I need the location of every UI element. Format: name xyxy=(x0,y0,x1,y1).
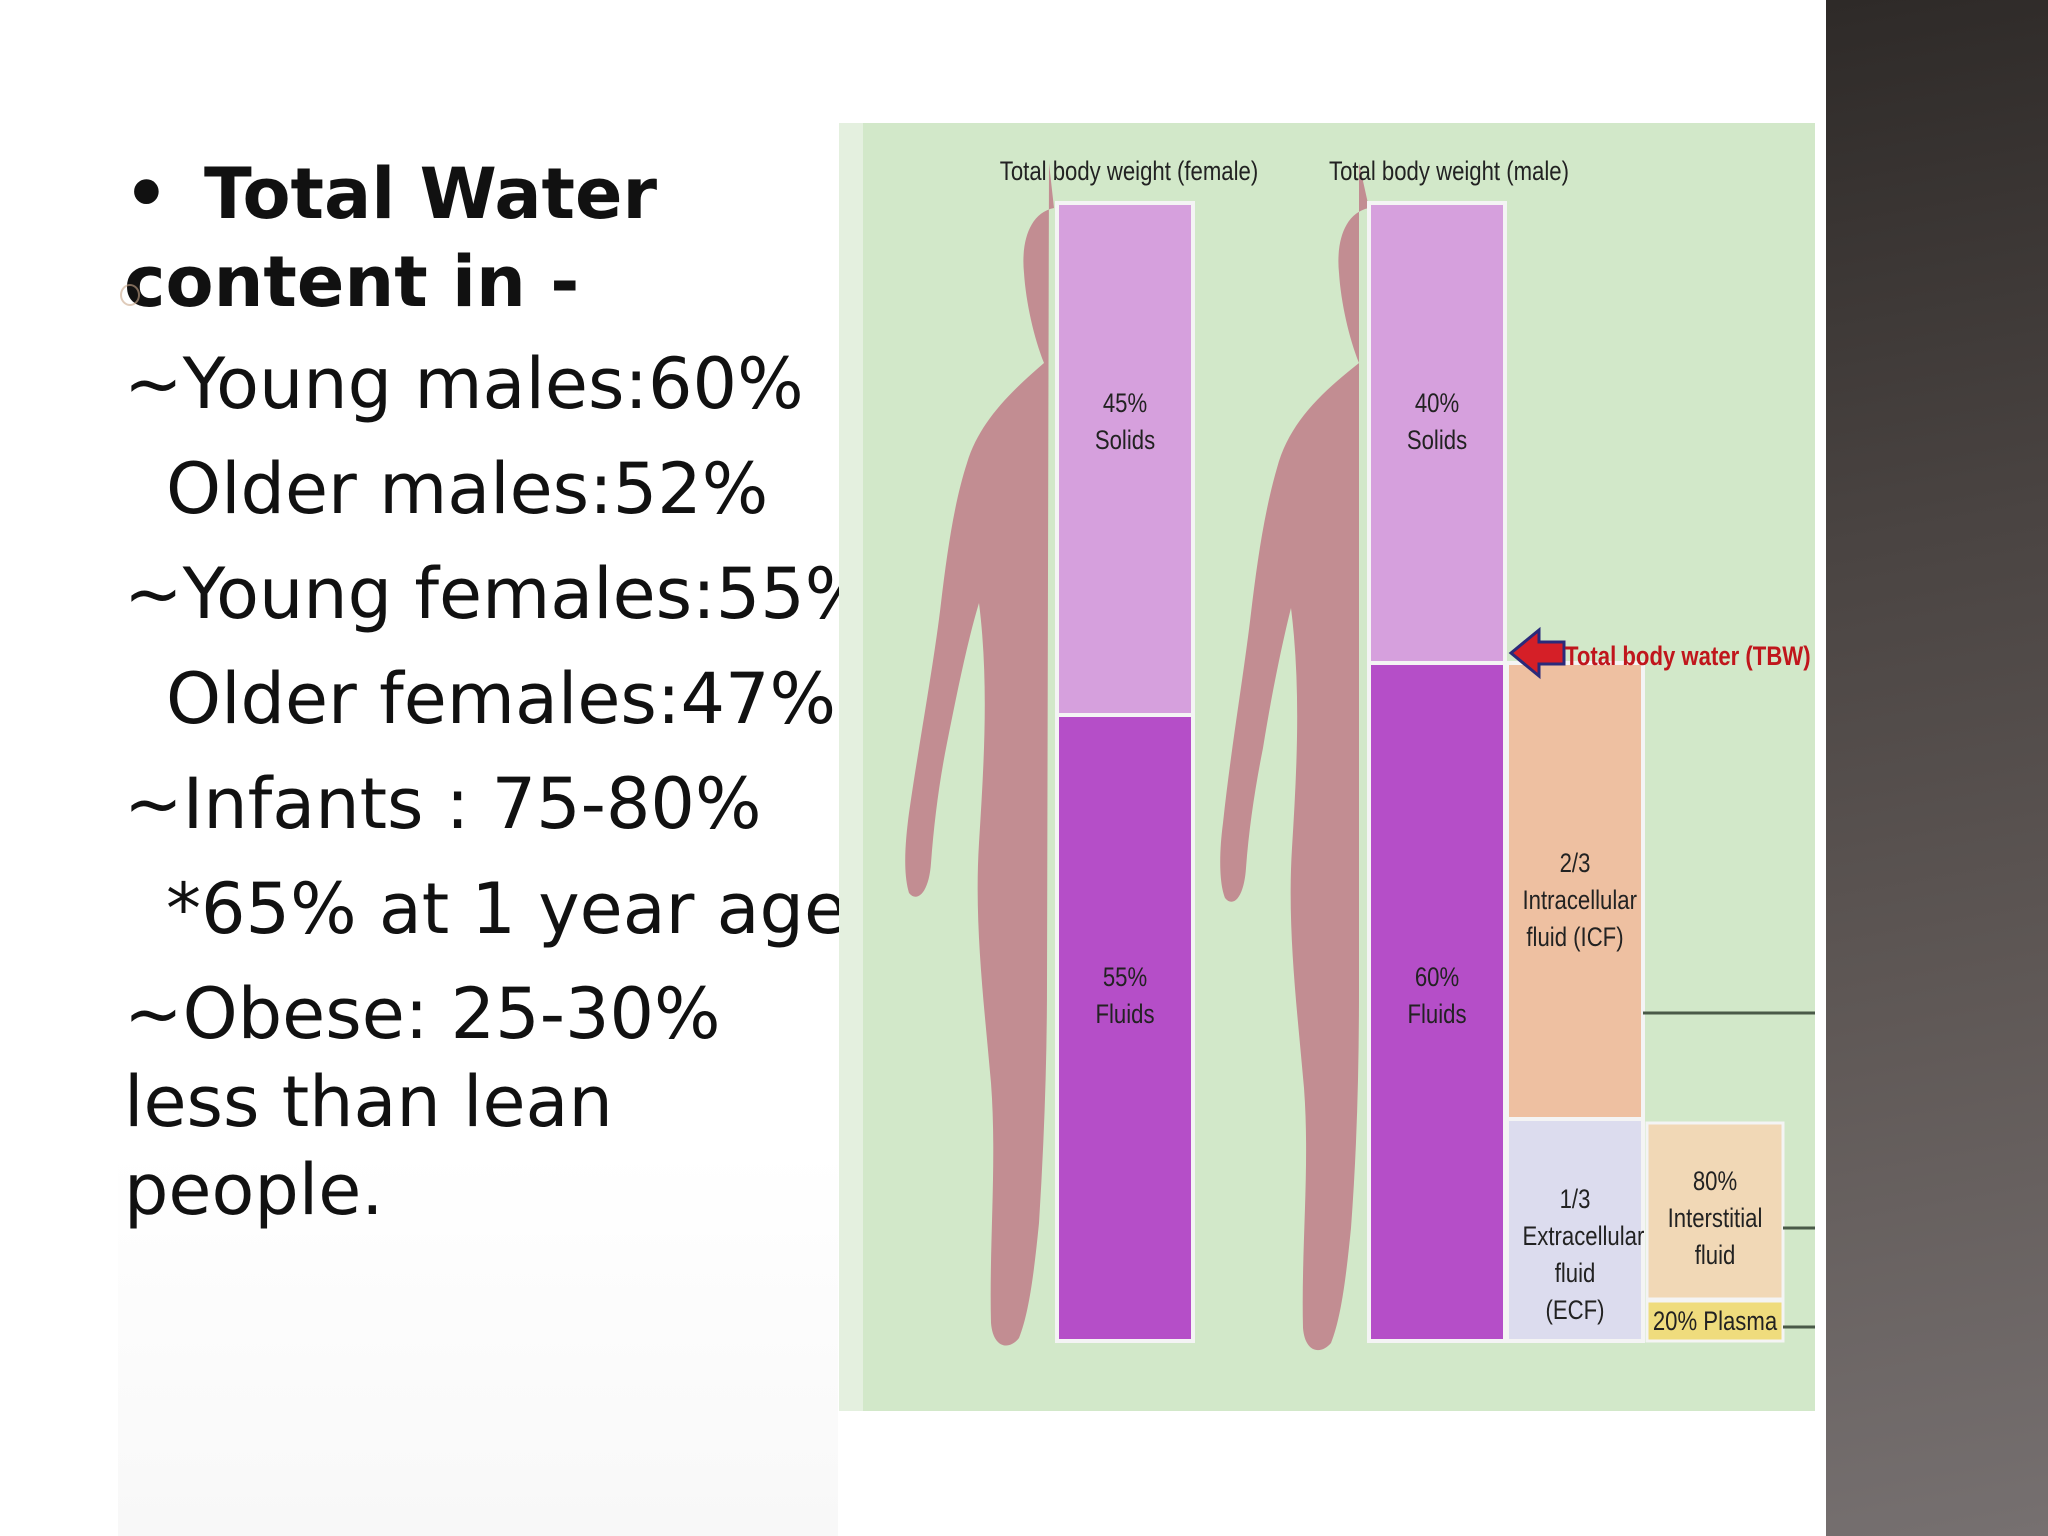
arrow-left-icon xyxy=(1508,626,1566,680)
male-fluids-bar xyxy=(1367,661,1507,1343)
older-males-line: Older males:52% xyxy=(166,448,769,530)
diagram-edge xyxy=(839,123,863,1411)
infants-line: ~Infants : 75-80% xyxy=(124,763,762,845)
ecf-bar xyxy=(1505,1117,1645,1343)
plasma-bar xyxy=(1645,1299,1785,1343)
decorative-side-strip xyxy=(1826,0,2048,1536)
diagram-graphics xyxy=(839,123,1815,1411)
tbw-label: Total body water (TBW) xyxy=(1565,641,1811,671)
icf-label: 2/3 Intracellular fluid (ICF) xyxy=(1522,848,1637,952)
male-title: Total body weight (male) xyxy=(1329,156,1569,186)
female-silhouette xyxy=(905,163,1054,1346)
one-year-line: *65% at 1 year age. xyxy=(166,868,870,950)
ecf-label: 1/3 Extracellular fluid (ECF) xyxy=(1522,1184,1645,1325)
slide-heading: • Total Water content in - xyxy=(124,150,844,326)
female-solids-bar xyxy=(1055,201,1195,717)
female-solids-label: 45% Solids xyxy=(1094,388,1156,455)
male-solids-label: 40% Solids xyxy=(1406,388,1468,455)
male-fluids-label: 60% Fluids xyxy=(1407,962,1467,1029)
female-title: Total body weight (female) xyxy=(999,156,1259,186)
icf-bar xyxy=(1505,661,1645,1121)
decorative-mark xyxy=(120,284,140,306)
young-females-line: ~Young females:55% xyxy=(124,553,872,635)
young-males-line: ~Young males:60% xyxy=(124,343,804,425)
interstitial-label: 80% Interstitial fluid xyxy=(1667,1166,1763,1270)
slide-text: • Total Water content in - ~Young males:6… xyxy=(124,150,872,1234)
female-fluids-label: 55% Fluids xyxy=(1095,962,1155,1029)
heading-text: Total Water content in - xyxy=(124,153,658,323)
bullet-icon: • xyxy=(124,153,169,235)
decorative-shade xyxy=(118,1150,838,1536)
obese-line: ~Obese: 25-30% less than lean people. xyxy=(124,973,721,1231)
interstitial-bar xyxy=(1645,1121,1785,1301)
body-water-diagram: Total body weight (female) Total body we… xyxy=(839,123,1815,1411)
male-solids-bar xyxy=(1367,201,1507,665)
male-silhouette xyxy=(1220,163,1369,1351)
female-fluids-bar xyxy=(1055,713,1195,1343)
older-females-line: Older females:47% xyxy=(166,658,837,740)
plasma-label: 20% Plasma xyxy=(1652,1306,1778,1336)
